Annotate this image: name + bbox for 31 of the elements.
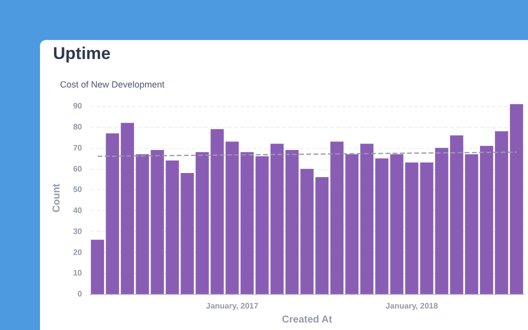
chart-subtitle: Cost of New Development: [60, 80, 166, 90]
y-axis-title: Count: [52, 182, 63, 212]
x-axis-title: Created At: [282, 314, 333, 326]
y-tick-label: 0: [78, 290, 83, 299]
bar: [300, 168, 314, 294]
bar: [270, 144, 284, 294]
y-tick-label: 60: [73, 164, 83, 174]
bar: [510, 104, 524, 294]
y-tick-label: 90: [73, 102, 83, 111]
x-tick-label: January, 2018: [386, 302, 438, 311]
bar: [315, 177, 329, 294]
bar: [90, 240, 104, 294]
y-tick-label: 70: [73, 143, 83, 152]
bar: [285, 150, 299, 294]
chart-title: Uptime: [53, 44, 111, 63]
y-tick-label: 20: [73, 248, 83, 257]
bar: [256, 156, 269, 294]
y-tick-label: 30: [73, 226, 83, 236]
y-tick-label: 50: [73, 185, 83, 194]
bar: [330, 142, 344, 294]
bar: [465, 154, 478, 294]
y-tick-label: 80: [73, 122, 83, 132]
bar: [494, 131, 508, 294]
y-tick-label: 10: [73, 268, 83, 278]
bar: [136, 154, 149, 294]
bar: [480, 146, 494, 294]
bar: [120, 122, 134, 294]
x-tick-label: January, 2017: [206, 302, 259, 311]
y-tick-label: 40: [73, 206, 83, 216]
bar: [106, 133, 120, 294]
bar: [345, 154, 358, 294]
